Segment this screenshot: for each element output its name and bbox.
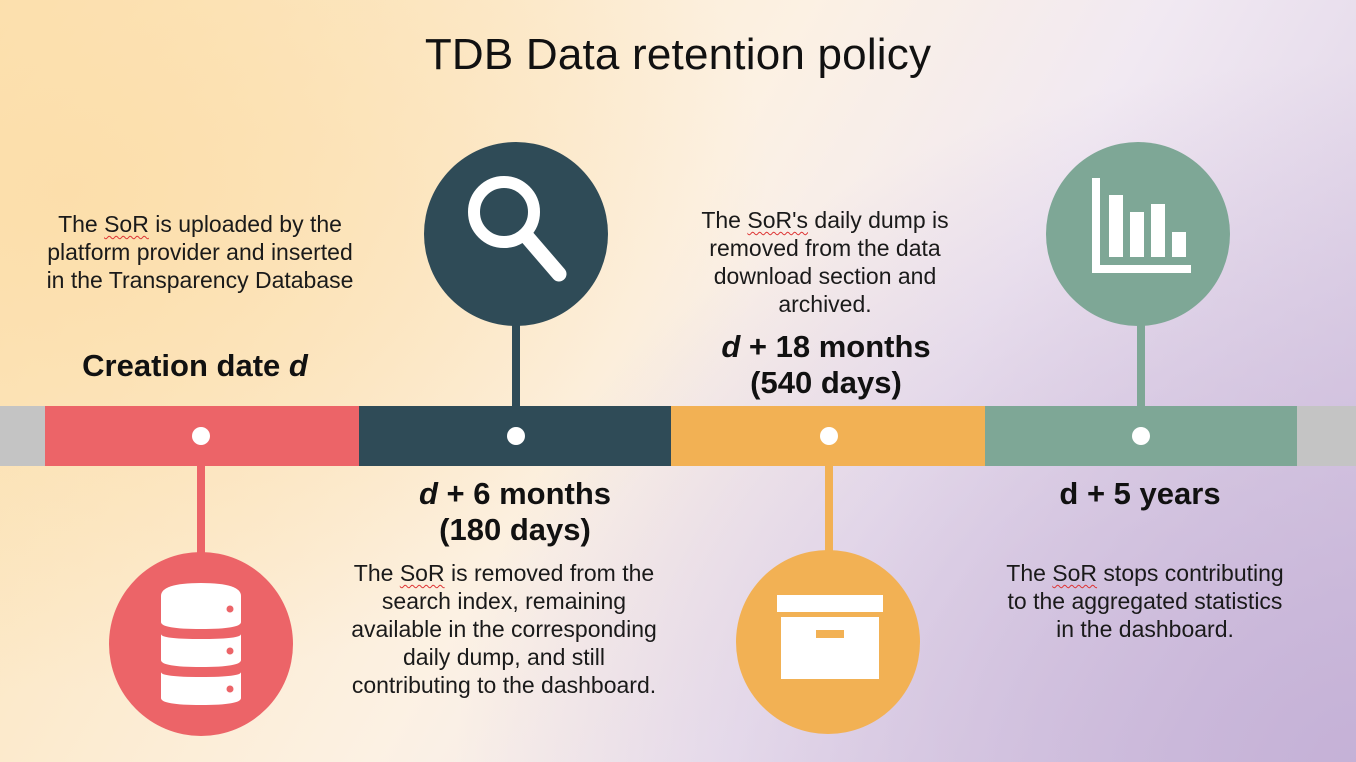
stage-description: The SoR's daily dump is removed from the… xyxy=(701,207,949,317)
milestone-label: d + 5 years xyxy=(1059,476,1221,511)
connector-stem xyxy=(825,466,833,558)
timeline-dot-6-months xyxy=(507,427,525,445)
milestone-label: Creation date d xyxy=(82,348,308,383)
connector-stem xyxy=(512,318,520,408)
archive-box-icon xyxy=(736,550,920,734)
timeline-dot-5-years xyxy=(1132,427,1150,445)
bar-chart-icon xyxy=(1046,142,1230,326)
stage-description: The SoR is uploaded by the platform prov… xyxy=(46,211,354,293)
timeline-dot-18-months xyxy=(820,427,838,445)
timeline-end-left xyxy=(0,406,45,466)
milestone-label: d + 18 months (540 days) xyxy=(721,329,931,400)
stage-description: The SoR is removed from the search index… xyxy=(351,560,657,698)
database-icon xyxy=(109,552,293,736)
search-icon xyxy=(424,142,608,326)
connector-stem xyxy=(1137,318,1145,408)
milestone-label: d + 6 months (180 days) xyxy=(418,476,612,547)
connector-stem xyxy=(197,466,205,560)
page-title: TDB Data retention policy xyxy=(424,30,932,79)
timeline-end-right xyxy=(1297,406,1356,466)
timeline-dot-creation xyxy=(192,427,210,445)
stage-description: The SoR stops contributing to the aggreg… xyxy=(1006,560,1284,642)
